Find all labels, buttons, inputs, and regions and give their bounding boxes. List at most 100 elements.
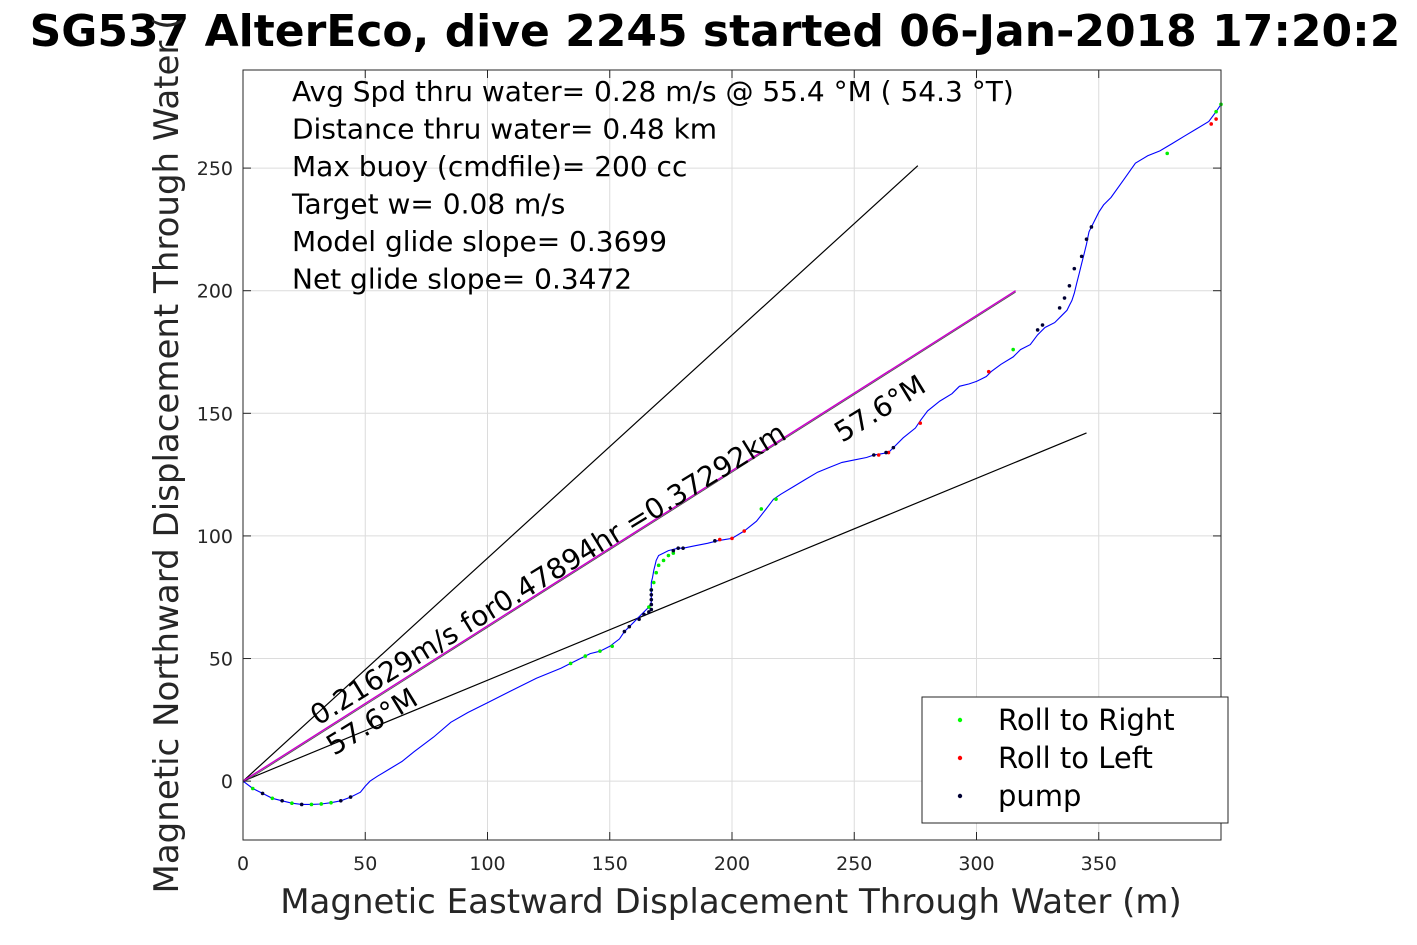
marker-roll-right: [1165, 151, 1170, 156]
net-heading-line: [242, 290, 1017, 782]
marker-pump: [649, 588, 654, 592]
heading-bound-line: [242, 432, 1087, 782]
marker-pump: [348, 795, 353, 799]
marker-pump: [1062, 296, 1067, 300]
x-tick-label: 350: [1081, 853, 1117, 875]
marker-roll-right: [651, 580, 656, 585]
marker-roll-right: [654, 570, 659, 575]
marker-pump: [1089, 225, 1094, 229]
info-text-block: Avg Spd thru water= 0.28 m/s @ 55.4 °M (…: [291, 75, 1014, 296]
y-tick-label: 200: [197, 281, 233, 303]
marker-roll-right: [250, 786, 255, 791]
x-tick-label: 300: [958, 853, 994, 875]
y-tick-label: 0: [221, 771, 233, 793]
marker-roll-right: [656, 563, 661, 568]
marker-pump: [260, 791, 265, 796]
legend-marker: [957, 717, 963, 723]
marker-roll-right: [583, 654, 588, 658]
info-line: Model glide slope= 0.3699: [292, 225, 667, 258]
series-layer: [242, 102, 1223, 807]
legend-box: [921, 696, 1229, 824]
marker-pump: [1079, 254, 1084, 259]
marker-roll-right: [774, 497, 778, 501]
marker-roll-right: [319, 802, 324, 806]
marker-roll-right: [610, 644, 614, 649]
reference-lines: [242, 165, 1087, 783]
legend-marker: [957, 755, 963, 761]
marker-pump: [622, 629, 627, 634]
marker-roll-right: [270, 796, 275, 801]
marker-pump: [1057, 306, 1062, 310]
marker-roll-left: [876, 453, 881, 457]
x-axis-label: Magnetic Eastward Displacement Through W…: [280, 882, 1182, 922]
legend-marker: [957, 793, 963, 799]
marker-roll-right: [759, 507, 764, 511]
marker-roll-right: [290, 801, 294, 806]
x-tick-label: 50: [353, 853, 377, 875]
y-tick-label: 100: [197, 526, 233, 548]
track-line: [242, 103, 1222, 805]
info-line: Target w= 0.08 m/s: [291, 188, 565, 221]
marker-roll-right: [598, 649, 602, 653]
marker-roll-right: [1011, 347, 1015, 352]
marker-roll-right: [568, 661, 573, 666]
y-tick-label: 50: [209, 649, 233, 671]
marker-roll-left: [986, 369, 991, 374]
marker-pump: [713, 539, 717, 543]
marker-roll-left: [717, 537, 722, 542]
marker-roll-right: [666, 553, 671, 558]
y-tick-label: 250: [197, 158, 233, 180]
marker-pump: [649, 597, 654, 602]
marker-pump: [627, 624, 632, 629]
heading-bound-line: [242, 165, 919, 782]
x-tick-label: 150: [592, 853, 628, 875]
marker-roll-right: [661, 558, 666, 563]
marker-pump: [649, 602, 654, 607]
marker-pump: [891, 445, 896, 450]
marker-pump: [1084, 237, 1089, 242]
x-tick-label: 250: [836, 853, 872, 875]
marker-pump: [1072, 266, 1077, 271]
marker-roll-left: [730, 536, 734, 541]
marker-pump: [642, 612, 646, 617]
info-line: Avg Spd thru water= 0.28 m/s @ 55.4 °M (…: [292, 75, 1014, 108]
marker-pump: [676, 546, 681, 550]
net-heading-shadow-line: [242, 291, 1016, 783]
legend-label: Roll to Right: [998, 703, 1175, 737]
x-tick-label: 0: [237, 853, 249, 875]
info-line: Max buoy (cmdfile)= 200 cc: [292, 150, 687, 183]
marker-pump: [339, 798, 343, 803]
marker-pump: [299, 802, 304, 807]
x-tick-label: 200: [714, 853, 750, 875]
marker-pump: [280, 798, 284, 803]
legend-label: pump: [998, 779, 1081, 813]
marker-pump: [681, 546, 685, 550]
marker-pump: [1040, 323, 1045, 327]
marker-pump: [884, 450, 888, 455]
marker-pump: [1067, 283, 1072, 288]
marker-pump: [637, 617, 641, 622]
marker-pump: [649, 607, 654, 612]
marker-pump: [647, 610, 651, 614]
info-line: Distance thru water= 0.48 km: [292, 113, 717, 146]
marker-roll-right: [647, 605, 651, 609]
ticks: 0 50 100 150 200 250 300 350 0 50 100 150 200 250: [197, 70, 1221, 875]
marker-roll-left: [1209, 122, 1214, 126]
marker-roll-left: [742, 529, 747, 533]
y-axis-label: Magnetic Northward Displacement Through …: [147, 17, 187, 894]
marker-roll-right: [1214, 109, 1218, 114]
legend: Roll to Right Roll to Left pump: [921, 696, 1229, 824]
marker-roll-right: [329, 800, 333, 805]
marker-pump: [649, 592, 654, 597]
legend-label: Roll to Left: [998, 741, 1153, 775]
marker-pump: [671, 548, 676, 553]
chart-title: SG537 AlterEco, dive 2245 started 06-Jan…: [30, 6, 1401, 57]
y-tick-label: 150: [197, 403, 233, 425]
marker-roll-left: [1214, 117, 1218, 121]
x-tick-label: 100: [469, 853, 505, 875]
marker-roll-left: [918, 421, 923, 425]
marker-pump: [1035, 328, 1040, 332]
marker-pump: [872, 453, 876, 457]
info-line: Net glide slope= 0.3472: [292, 263, 632, 296]
